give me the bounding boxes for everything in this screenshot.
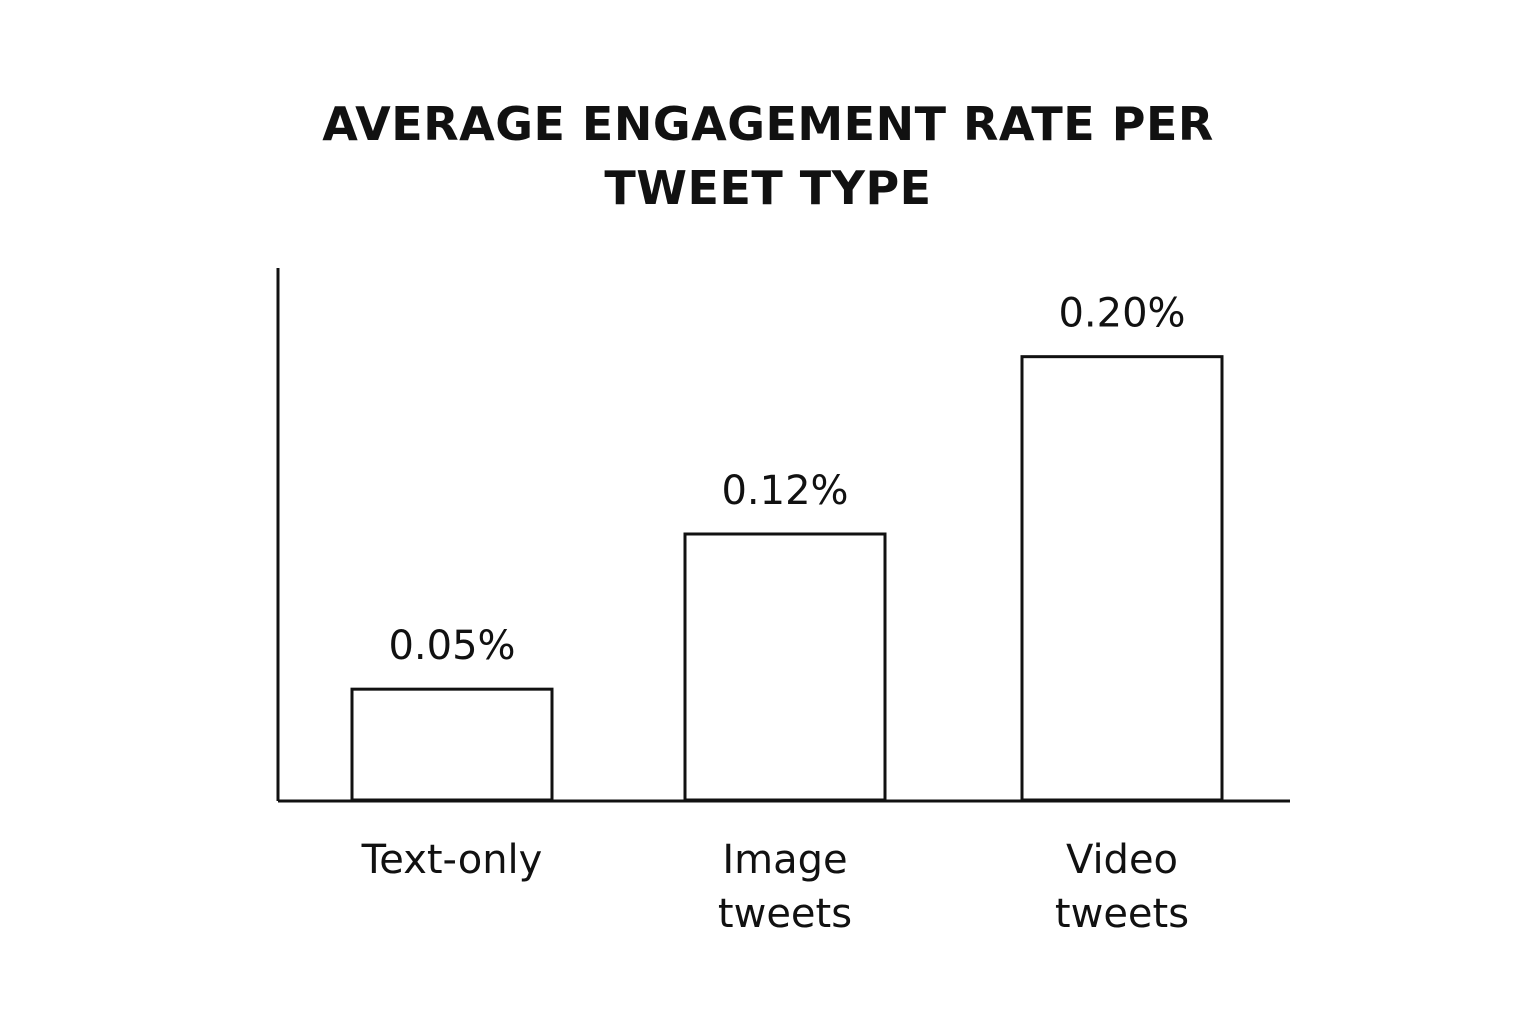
chart-title-line-2: TWEET TYPE — [604, 161, 932, 215]
bars-group — [350, 355, 1224, 802]
chart-title-line-1: AVERAGE ENGAGEMENT RATE PER — [322, 97, 1214, 151]
bar-video-tweets — [1020, 355, 1224, 802]
bar-text-only — [350, 687, 554, 802]
category-label-video-tweets-line-1: Video — [1066, 837, 1178, 883]
value-label-video-tweets: 0.20% — [1058, 291, 1185, 337]
value-label-image-tweets: 0.12% — [721, 468, 848, 514]
bar-image-tweets — [683, 532, 887, 802]
value-label-text-only: 0.05% — [388, 623, 515, 669]
category-label-image-tweets-line-2: tweets — [718, 891, 852, 937]
category-label-image-tweets-line-1: Image — [722, 837, 847, 883]
category-label-text-only: Text-only — [361, 837, 543, 883]
category-label-video-tweets-line-2: tweets — [1055, 891, 1189, 937]
labels-group: 0.05% Text-only 0.12% Image tweets 0.20% Video… — [361, 291, 1189, 937]
chart-title: AVERAGE ENGAGEMENT RATE PER TWEET TYPE — [0, 92, 1536, 220]
